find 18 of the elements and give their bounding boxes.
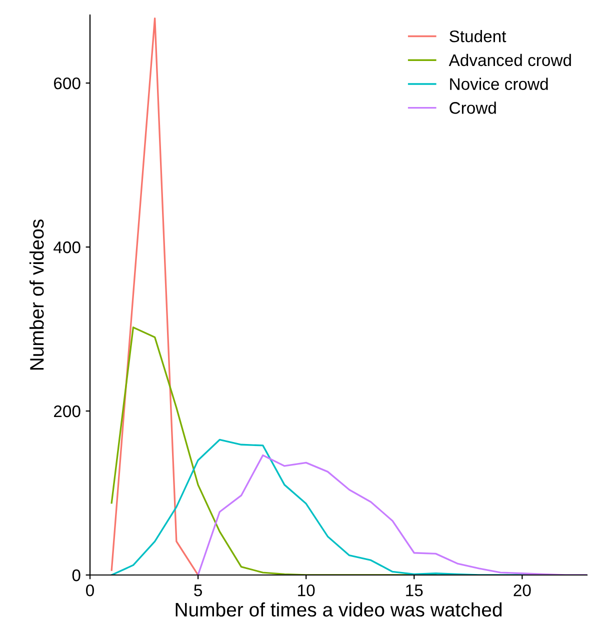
y-tick-label: 400: [54, 241, 80, 254]
legend-label: Crowd: [450, 102, 496, 114]
line-series: [110, 17, 199, 575]
x-tick-label: 15: [406, 584, 423, 596]
x-tick-label: 10: [298, 584, 315, 596]
x-tick-label: 20: [514, 584, 531, 596]
y-tick-label: 0: [72, 569, 80, 582]
line-series: [197, 454, 587, 575]
x-axis-title: Number of times a video was watched: [176, 602, 502, 617]
x-tick-label: 5: [194, 584, 202, 596]
legend-label: Novice crowd: [450, 78, 548, 90]
y-axis-title: Number of videos: [29, 220, 44, 370]
line-series: [110, 326, 437, 575]
x-tick-label: 0: [86, 584, 94, 596]
legend-label: Student: [450, 30, 506, 42]
y-tick-label: 600: [54, 77, 80, 90]
legend-label: Advanced crowd: [448, 54, 571, 66]
y-tick-label: 200: [54, 405, 80, 418]
